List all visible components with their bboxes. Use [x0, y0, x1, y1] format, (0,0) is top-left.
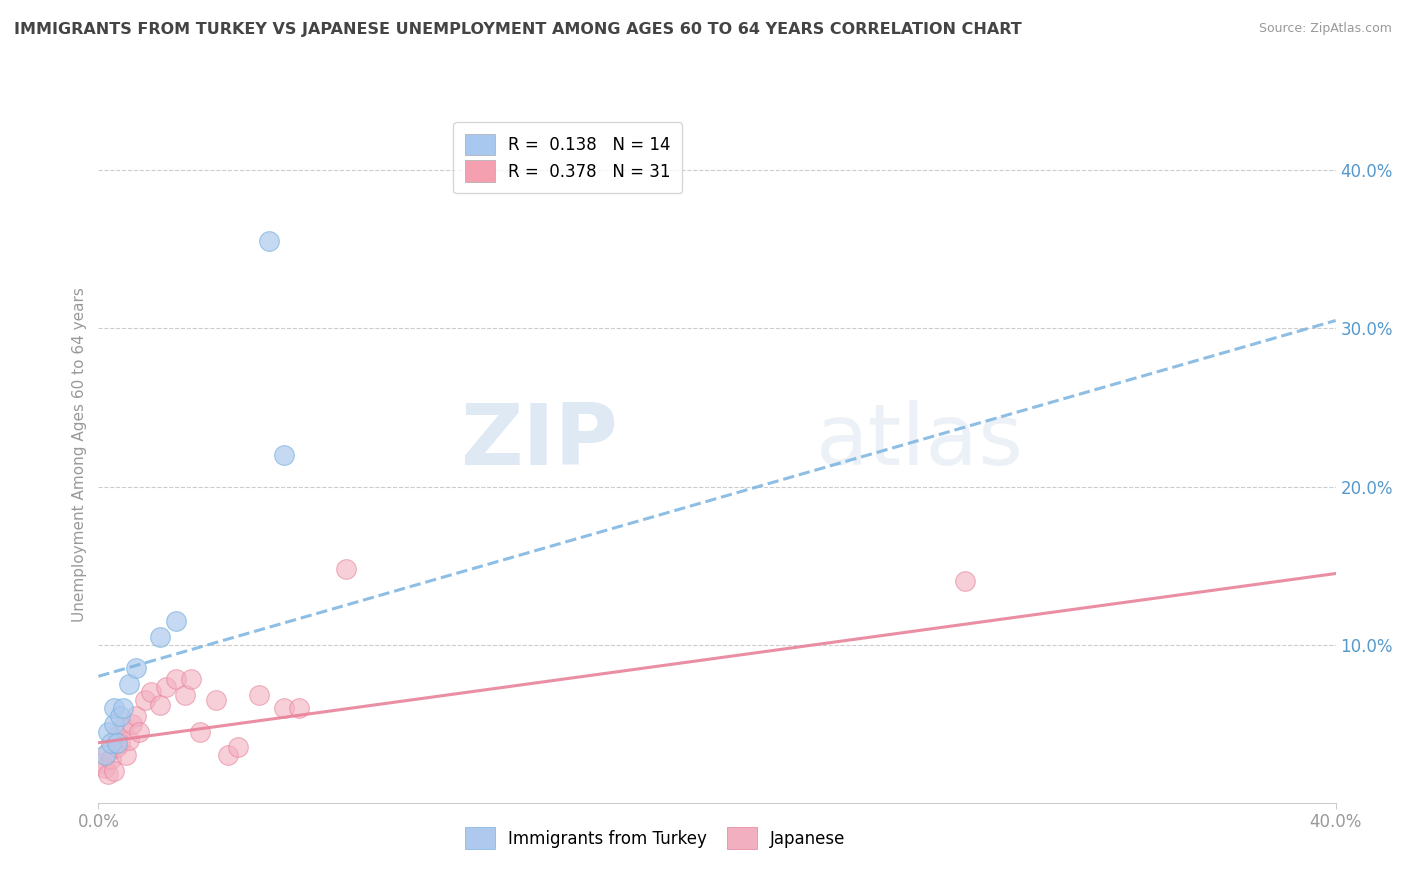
Point — [288, 701, 311, 715]
Point — [124, 661, 146, 675]
Text: atlas: atlas — [815, 400, 1024, 483]
Point — [97, 724, 120, 739]
Text: ZIP: ZIP — [460, 400, 619, 483]
Text: IMMIGRANTS FROM TURKEY VS JAPANESE UNEMPLOYMENT AMONG AGES 60 TO 64 YEARS CORREL: IMMIGRANTS FROM TURKEY VS JAPANESE UNEMP… — [14, 22, 1022, 37]
Point — [90, 756, 112, 771]
Point — [118, 732, 141, 747]
Point — [100, 751, 122, 765]
Point — [273, 448, 295, 462]
Point — [165, 614, 187, 628]
Point — [108, 708, 131, 723]
Point — [149, 698, 172, 712]
Point — [190, 724, 212, 739]
Legend: Immigrants from Turkey, Japanese: Immigrants from Turkey, Japanese — [457, 819, 853, 857]
Point — [105, 740, 128, 755]
Point — [105, 730, 128, 744]
Point — [124, 708, 146, 723]
Point — [118, 677, 141, 691]
Point — [103, 701, 125, 715]
Point — [97, 745, 120, 759]
Point — [115, 748, 138, 763]
Point — [165, 673, 187, 687]
Point — [134, 693, 156, 707]
Point — [105, 736, 128, 750]
Point — [205, 693, 228, 707]
Point — [180, 673, 202, 687]
Point — [149, 630, 172, 644]
Point — [100, 736, 122, 750]
Point — [108, 736, 131, 750]
Point — [121, 716, 143, 731]
Point — [155, 681, 177, 695]
Point — [273, 701, 295, 715]
Point — [103, 764, 125, 779]
Point — [112, 720, 135, 734]
Point — [953, 574, 976, 589]
Point — [103, 716, 125, 731]
Text: Source: ZipAtlas.com: Source: ZipAtlas.com — [1258, 22, 1392, 36]
Point — [226, 740, 249, 755]
Point — [93, 748, 115, 763]
Point — [139, 685, 162, 699]
Point — [257, 235, 280, 249]
Point — [128, 724, 150, 739]
Point — [174, 688, 197, 702]
Point — [112, 701, 135, 715]
Point — [247, 688, 270, 702]
Point — [217, 748, 239, 763]
Y-axis label: Unemployment Among Ages 60 to 64 years: Unemployment Among Ages 60 to 64 years — [72, 287, 87, 623]
Point — [335, 562, 357, 576]
Point — [97, 767, 120, 781]
Point — [93, 761, 115, 775]
